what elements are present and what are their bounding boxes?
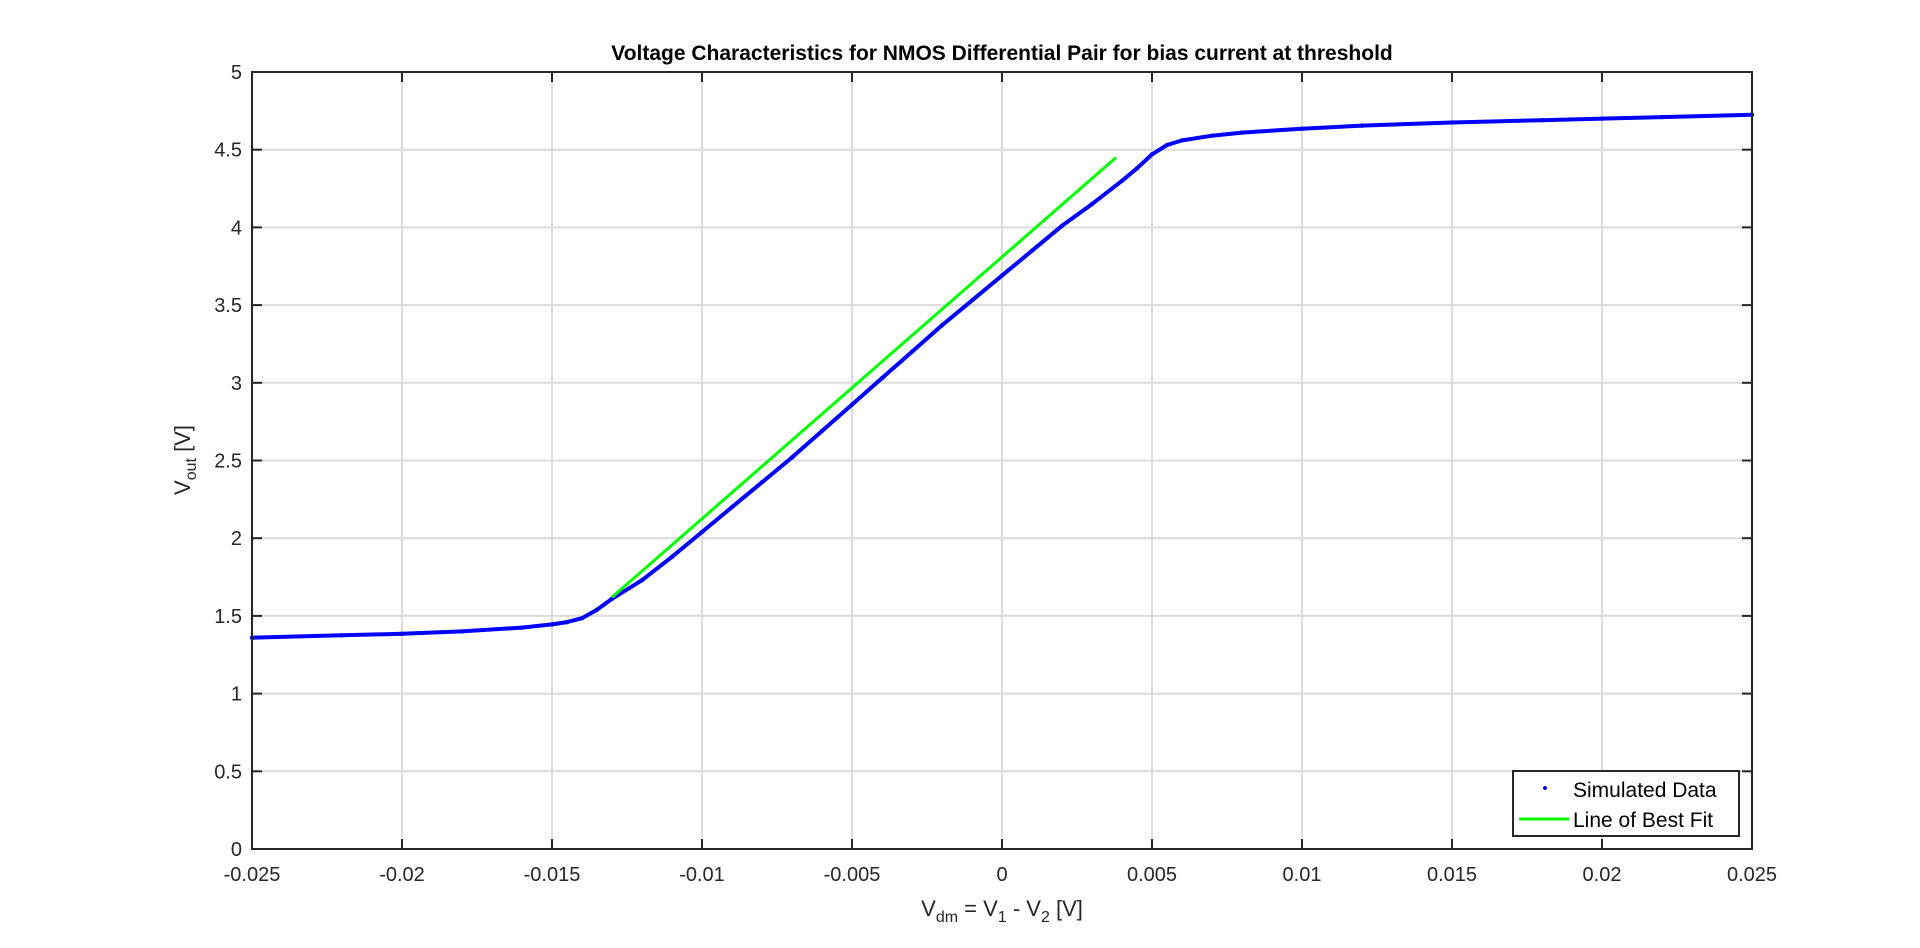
data-point-simulated bbox=[699, 529, 705, 535]
tick-marks bbox=[251, 71, 1753, 850]
data-point-simulated bbox=[549, 622, 555, 627]
y-tick-label: 4 bbox=[231, 217, 242, 239]
data-point-simulated bbox=[1449, 120, 1455, 125]
legend: Simulated Data Line of Best Fit bbox=[1512, 770, 1740, 837]
y-tick-label: 1 bbox=[231, 684, 242, 706]
y-tick-label: 2 bbox=[231, 528, 242, 550]
data-point-simulated bbox=[849, 402, 855, 407]
x-tick-label: -0.005 bbox=[824, 864, 881, 886]
data-point-simulated bbox=[879, 375, 885, 381]
data-point-simulated bbox=[1299, 126, 1305, 131]
data-point-simulated bbox=[999, 273, 1005, 278]
data-point-simulated bbox=[1239, 130, 1245, 135]
legend-box bbox=[1512, 770, 1740, 837]
x-tick-label: -0.02 bbox=[379, 864, 425, 886]
grid bbox=[252, 72, 1752, 849]
data-point-simulated bbox=[669, 554, 675, 560]
data-point-simulated bbox=[639, 577, 645, 583]
x-tick-label: -0.025 bbox=[224, 864, 281, 886]
y-axis-label: Vout [V] bbox=[170, 425, 200, 495]
series-simulated-data-trace bbox=[251, 112, 1753, 640]
x-tick-label: 0.01 bbox=[1283, 864, 1322, 886]
y-tick-label: 4.5 bbox=[214, 140, 242, 162]
data-point-simulated bbox=[1089, 201, 1095, 207]
data-point-simulated bbox=[1029, 248, 1035, 253]
y-tick-label: 5 bbox=[231, 62, 242, 84]
data-point-simulated bbox=[909, 349, 915, 354]
data-point-simulated bbox=[399, 631, 405, 636]
data-point-simulated bbox=[1599, 116, 1605, 121]
data-point-simulated bbox=[519, 625, 525, 630]
data-point-simulated bbox=[1149, 152, 1155, 157]
data-point-simulated bbox=[819, 428, 825, 434]
data-point-simulated bbox=[1119, 178, 1125, 183]
legend-label-best-fit: Line of Best Fit bbox=[1573, 809, 1713, 832]
y-tick-label: 3.5 bbox=[214, 295, 242, 317]
x-tick-label: -0.01 bbox=[679, 864, 725, 886]
data-point-simulated bbox=[1359, 123, 1365, 128]
tick-labels: -0.025 -0.02 -0.015 -0.01 -0.005 0 0.005 0.01 0.… bbox=[214, 62, 1777, 886]
data-point-simulated bbox=[594, 607, 600, 612]
x-tick-label: -0.015 bbox=[524, 864, 581, 886]
data-point-simulated bbox=[1164, 142, 1170, 148]
x-tick-label: 0.025 bbox=[1727, 864, 1777, 886]
legend-marker-simulated-data bbox=[1543, 786, 1547, 790]
data-point-simulated bbox=[969, 298, 975, 303]
series-layer bbox=[249, 112, 1755, 640]
data-point-simulated bbox=[1659, 114, 1665, 120]
chart-title: Voltage Characteristics for NMOS Differe… bbox=[611, 42, 1392, 65]
y-tick-label: 0.5 bbox=[214, 761, 242, 783]
data-point-simulated bbox=[759, 480, 765, 485]
data-point-simulated bbox=[579, 616, 585, 621]
data-point-simulated bbox=[1179, 138, 1185, 143]
x-tick-label: 0.02 bbox=[1583, 864, 1622, 886]
x-tick-label: 0 bbox=[996, 864, 1007, 886]
data-point-simulated bbox=[1209, 133, 1215, 138]
x-tick-label: 0.015 bbox=[1427, 864, 1477, 886]
data-point-simulated bbox=[564, 619, 570, 625]
data-point-simulated bbox=[729, 504, 735, 510]
data-point-simulated bbox=[1059, 223, 1065, 229]
y-tick-label: 3 bbox=[231, 373, 242, 395]
x-axis-label: Vdm = V1 - V2 [V] bbox=[921, 896, 1083, 926]
x-tick-label: 0.005 bbox=[1127, 864, 1177, 886]
legend-label-simulated-data: Simulated Data bbox=[1573, 779, 1717, 802]
data-point-simulated bbox=[789, 455, 795, 460]
data-point-simulated bbox=[459, 629, 465, 634]
data-point-simulated bbox=[939, 323, 945, 328]
y-tick-label: 2.5 bbox=[214, 451, 242, 473]
y-tick-label: 0 bbox=[231, 839, 242, 861]
data-point-simulated bbox=[339, 633, 345, 638]
best-fit-line bbox=[611, 156, 1117, 599]
y-tick-label: 1.5 bbox=[214, 606, 242, 628]
data-point-simulated bbox=[1539, 117, 1545, 123]
data-point-simulated bbox=[1134, 166, 1140, 171]
